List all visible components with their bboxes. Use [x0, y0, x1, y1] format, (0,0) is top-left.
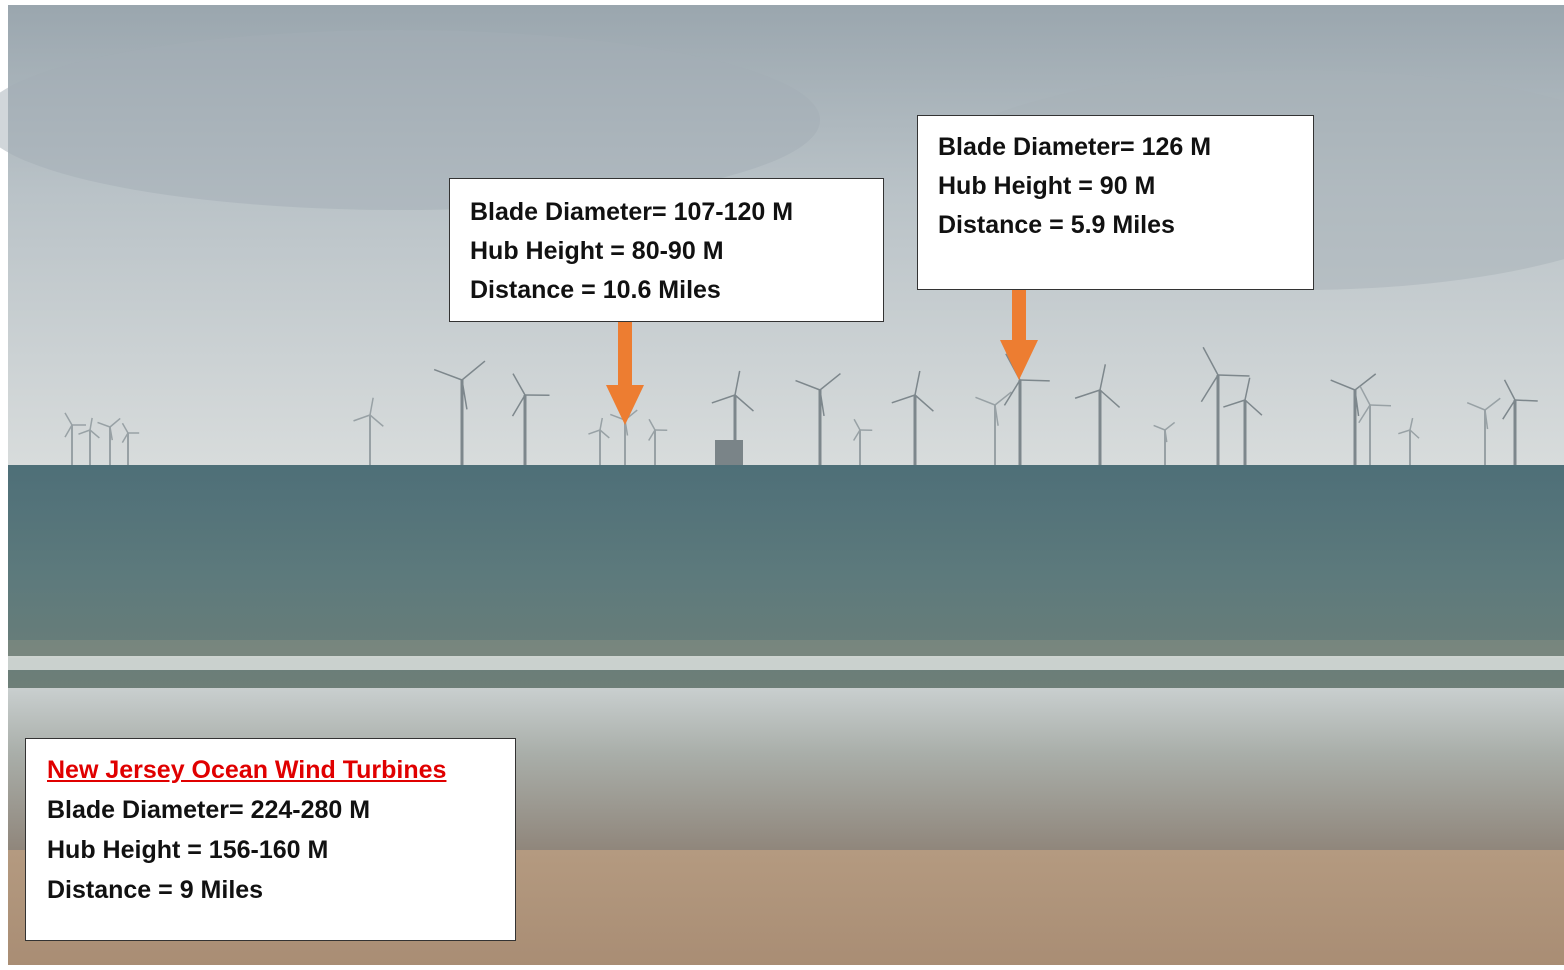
turbine-part: [109, 426, 113, 441]
turbine-part: [89, 417, 93, 431]
turbine-part: [852, 429, 861, 441]
callout-line: Distance = 10.6 Miles: [470, 276, 721, 304]
turbine-part: [914, 370, 921, 396]
turbine-part: [1223, 399, 1246, 408]
legend-line: Hub Height = 156-160 M: [47, 836, 329, 864]
turbine-part: [711, 394, 736, 404]
turbine-part: [734, 370, 741, 396]
wave: [8, 640, 1564, 658]
turbine-part: [1099, 389, 1121, 409]
turbine-part: [64, 424, 73, 438]
turbine-part: [512, 373, 526, 396]
callout-line: Distance = 5.9 Miles: [938, 211, 1175, 239]
turbine-part: [1200, 374, 1219, 403]
turbine-part: [795, 379, 821, 391]
turbine-part: [1244, 399, 1263, 416]
turbine-part: [511, 394, 526, 417]
turbine-part: [994, 404, 999, 426]
turbine-part: [1354, 373, 1377, 391]
turbine-part: [734, 394, 754, 412]
turbine-part: [461, 379, 468, 410]
turbine-part: [1514, 399, 1538, 402]
turbine-part: [1466, 401, 1486, 411]
surf: [8, 656, 1564, 670]
turbine-part: [369, 414, 384, 427]
turbine-part: [853, 418, 861, 431]
turbine-part: [433, 368, 463, 381]
turbine-part: [1164, 429, 1168, 443]
legend-title: New Jersey Ocean Wind Turbines: [47, 756, 447, 784]
legend-line: Distance = 9 Miles: [47, 876, 264, 904]
turbine-part: [599, 417, 604, 431]
turbine-part: [648, 429, 656, 441]
arrows: [606, 280, 1038, 425]
turbine-part: [1484, 409, 1489, 430]
turbine-part: [1359, 386, 1371, 406]
turbine-part: [1369, 404, 1392, 407]
turbine-part: [1164, 421, 1176, 431]
turbine-part: [994, 391, 1012, 406]
callout: Blade Diameter= 126 M Hub Height = 90 M …: [917, 115, 1314, 290]
legend-line: Blade Diameter= 224-280 M: [47, 796, 371, 824]
callout: Blade Diameter= 107-120 M Hub Height = 8…: [449, 178, 884, 322]
callout-line: Blade Diameter= 126 M: [938, 133, 1212, 161]
turbine-part: [78, 429, 91, 435]
turbine-part: [1099, 364, 1107, 391]
turbine-part: [1409, 417, 1414, 431]
turbine-part: [891, 394, 916, 404]
turbine-part: [1244, 377, 1251, 401]
turbine-part: [648, 418, 656, 431]
turbine-part: [89, 429, 100, 439]
turbine-part: [1354, 389, 1360, 417]
turbine-part: [975, 396, 996, 406]
turbine-part: [461, 360, 486, 381]
turbine-part: [1003, 379, 1021, 406]
turbine-part: [1502, 399, 1516, 420]
turbine-part: [64, 412, 73, 426]
legend-box: New Jersey Ocean Wind Turbines Blade Dia…: [25, 738, 516, 941]
turbine-part: [819, 372, 841, 391]
turbine-part: [599, 429, 610, 439]
turbine-part: [1202, 346, 1219, 376]
turbine-part: [1153, 424, 1166, 431]
turbine-part: [353, 414, 371, 422]
turbine-part: [715, 440, 743, 465]
turbine-part: [1409, 429, 1420, 439]
turbine-part: [1398, 429, 1411, 435]
turbine-part: [1217, 374, 1250, 377]
turbine-part: [588, 429, 601, 435]
turbines: [64, 346, 1538, 465]
turbine-part: [97, 421, 111, 428]
callout-line: Blade Diameter= 107-120 M: [470, 198, 794, 226]
arrow-shaft: [1012, 280, 1026, 340]
turbine-part: [121, 432, 129, 444]
arrow-shaft: [618, 321, 632, 385]
turbine-part: [1484, 397, 1501, 411]
cloud: [0, 30, 820, 210]
turbine-part: [121, 422, 129, 434]
arrow-head: [1000, 340, 1038, 380]
turbine-part: [1503, 379, 1516, 401]
turbine-part: [1330, 379, 1356, 391]
turbine-part: [1358, 404, 1371, 424]
turbine-part: [819, 389, 825, 417]
turbine-part: [1074, 389, 1101, 399]
turbine-part: [109, 417, 121, 428]
callout-line: Hub Height = 80-90 M: [470, 237, 724, 265]
callout-line: Hub Height = 90 M: [938, 172, 1156, 200]
turbine-part: [1019, 379, 1050, 382]
turbine-part: [369, 397, 374, 416]
turbine-part: [914, 394, 934, 412]
arrow-head: [606, 385, 644, 425]
